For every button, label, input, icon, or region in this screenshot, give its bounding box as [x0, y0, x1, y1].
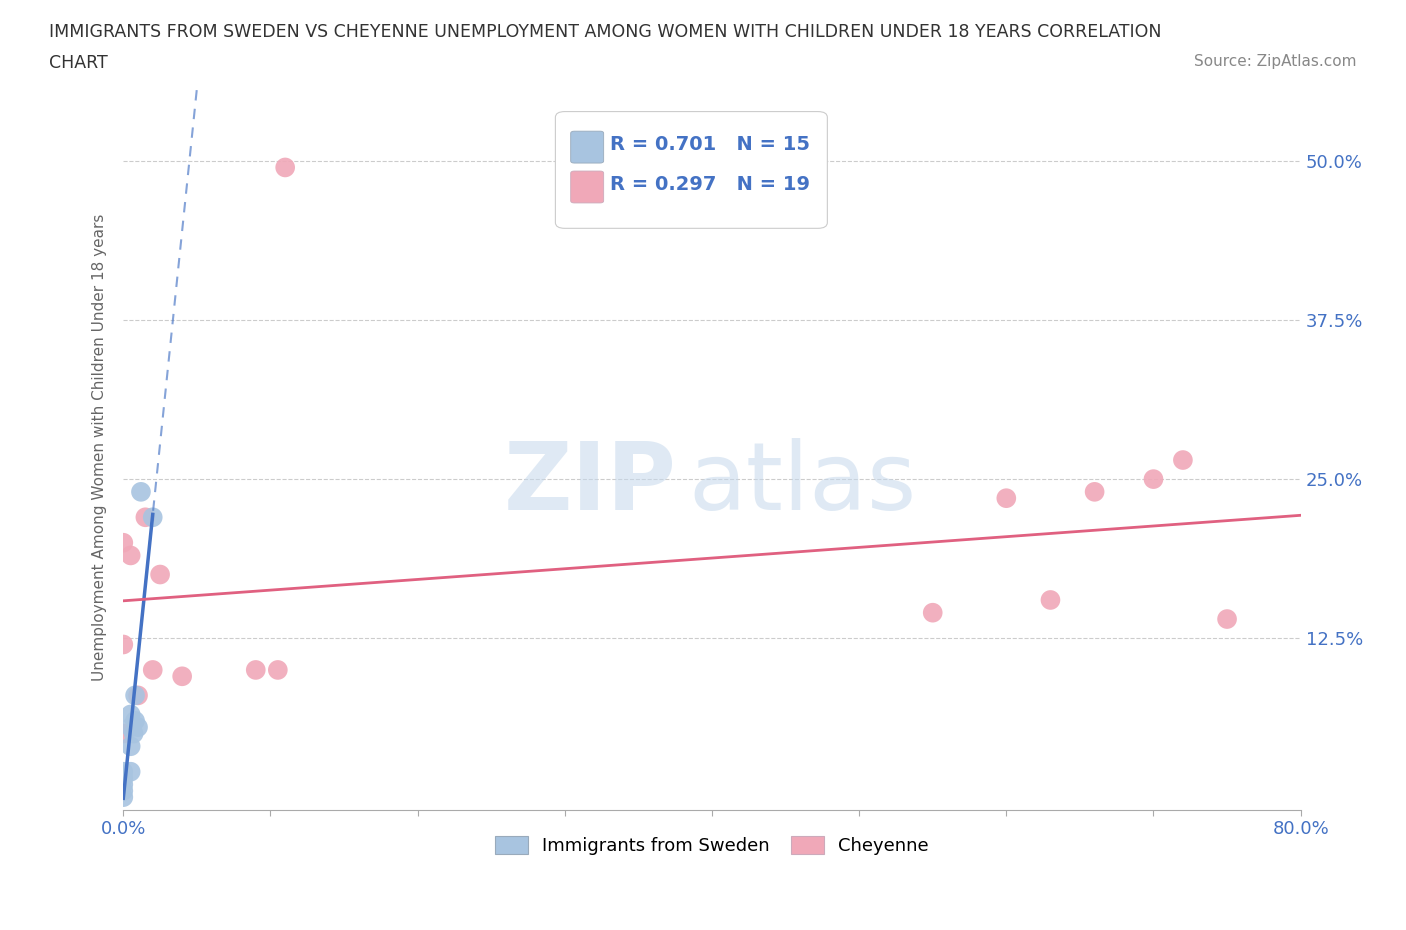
Point	[124, 713, 146, 728]
Point	[112, 790, 135, 804]
Point	[172, 669, 194, 684]
Y-axis label: Unemployment Among Women with Children Under 18 years: Unemployment Among Women with Children U…	[93, 214, 107, 681]
Text: R = 0.297   N = 19: R = 0.297 N = 19	[610, 176, 810, 194]
Point	[120, 548, 142, 563]
Point	[921, 605, 943, 620]
Point	[149, 567, 172, 582]
Point	[1039, 592, 1062, 607]
Text: R = 0.701   N = 15: R = 0.701 N = 15	[610, 136, 810, 154]
Point	[267, 662, 290, 677]
FancyBboxPatch shape	[571, 131, 603, 163]
Point	[112, 536, 135, 551]
FancyBboxPatch shape	[571, 171, 603, 203]
Point	[142, 662, 165, 677]
Point	[112, 771, 135, 786]
Text: Source: ZipAtlas.com: Source: ZipAtlas.com	[1194, 54, 1357, 69]
Point	[120, 738, 142, 753]
Point	[112, 783, 135, 798]
Text: atlas: atlas	[689, 438, 917, 529]
Point	[1084, 485, 1107, 499]
Point	[1216, 612, 1239, 627]
Point	[245, 662, 267, 677]
Point	[112, 637, 135, 652]
Point	[129, 485, 152, 499]
Legend: Immigrants from Sweden, Cheyenne: Immigrants from Sweden, Cheyenne	[495, 836, 929, 856]
Point	[1142, 472, 1164, 486]
Text: IMMIGRANTS FROM SWEDEN VS CHEYENNE UNEMPLOYMENT AMONG WOMEN WITH CHILDREN UNDER : IMMIGRANTS FROM SWEDEN VS CHEYENNE UNEMP…	[49, 23, 1161, 41]
Point	[274, 160, 297, 175]
Text: CHART: CHART	[49, 54, 108, 72]
Point	[995, 491, 1018, 506]
Point	[120, 707, 142, 722]
Point	[120, 720, 142, 735]
Point	[127, 720, 149, 735]
Point	[122, 726, 145, 741]
Point	[127, 688, 149, 703]
Point	[1171, 453, 1194, 468]
Point	[112, 726, 135, 741]
Point	[142, 510, 165, 525]
FancyBboxPatch shape	[555, 112, 827, 229]
Point	[120, 764, 142, 779]
Point	[124, 688, 146, 703]
Point	[112, 764, 135, 779]
Text: ZIP: ZIP	[503, 438, 676, 529]
Point	[112, 777, 135, 791]
Point	[134, 510, 156, 525]
